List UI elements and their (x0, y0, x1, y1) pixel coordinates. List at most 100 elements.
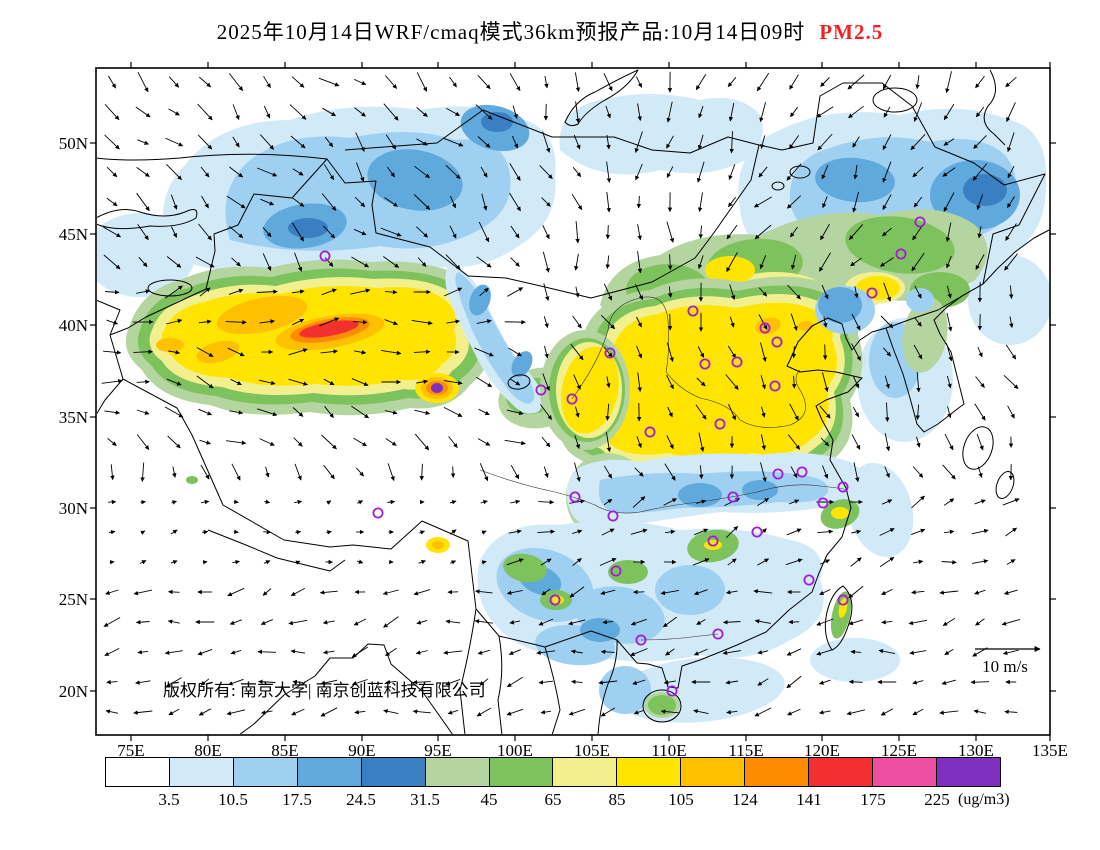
wind-arrow (538, 499, 555, 505)
wind-arrow (694, 528, 709, 536)
wind-arrow (600, 707, 616, 717)
wind-arrow (417, 257, 427, 267)
wind-arrow (319, 590, 338, 595)
pm25-field-shape (963, 174, 1007, 206)
wind-arrow (574, 462, 581, 482)
pm25-field-shape (608, 560, 648, 584)
colorbar-cell (361, 758, 426, 786)
wind-arrow (575, 221, 580, 244)
wind-arrow (913, 102, 923, 122)
pm25-field-shape (503, 553, 547, 583)
wind-arrow (853, 462, 860, 483)
wind-arrow (200, 464, 210, 480)
wind-arrow (323, 378, 335, 386)
wind-arrow (200, 678, 210, 686)
wind-arrow (232, 104, 240, 121)
lat-label: 25N (59, 590, 88, 609)
wind-arrow (816, 106, 834, 118)
wind-arrow (821, 164, 829, 180)
wind-arrow (416, 619, 428, 625)
wind-arrow (443, 650, 463, 655)
wind-arrow (758, 314, 768, 330)
wind-arrow (817, 529, 834, 534)
city-marker (866, 287, 878, 299)
lon-label: 90E (348, 741, 375, 760)
wind-arrow (575, 286, 580, 298)
wind-arrow (878, 648, 896, 655)
wind-arrow (136, 409, 150, 415)
wind-arrow (262, 588, 272, 596)
wind-arrow (697, 346, 705, 358)
wind-arrow (1001, 618, 1021, 626)
city-markers (319, 216, 926, 697)
wind-arrow (384, 197, 398, 207)
wind-arrow (945, 342, 953, 362)
wind-arrow (729, 131, 734, 154)
wind-arrow (385, 289, 398, 295)
wind-arrow (911, 528, 926, 536)
wind-arrow (321, 434, 337, 450)
wind-arrow (572, 167, 582, 178)
wind-arrow (975, 376, 985, 388)
wind-arrow (263, 560, 271, 565)
pm25-field-shape (580, 618, 620, 642)
geo-lines-shape (640, 633, 719, 641)
geo-lines-shape (97, 378, 124, 415)
wind-arrow (912, 708, 924, 716)
wind-arrow (449, 76, 457, 88)
wind-arrow (879, 528, 895, 536)
city-marker (712, 628, 724, 640)
wind-arrow (229, 410, 244, 415)
city-marker (707, 535, 719, 547)
colorbar-cell (425, 758, 490, 786)
wind-arrow (1003, 374, 1019, 390)
wind-arrow (353, 618, 367, 626)
wind-arrow (164, 406, 184, 418)
wind-arrow (226, 440, 247, 446)
wind-arrow (294, 463, 302, 481)
wind-arrow (1002, 649, 1019, 656)
wind-arrow (324, 406, 334, 419)
wind-arrow (352, 319, 368, 325)
wind-arrow (542, 373, 550, 392)
wind-arrow (354, 107, 366, 117)
wind-arrow (664, 463, 676, 481)
wind-arrow (600, 589, 616, 596)
wind-arrow (786, 195, 802, 209)
wind-arrow (942, 618, 956, 626)
wind-arrow (107, 438, 117, 446)
wind-arrow (603, 465, 613, 479)
city-marker (817, 497, 829, 509)
wind-arrow (848, 619, 864, 626)
wind-arrow (944, 433, 954, 451)
wind-arrow (133, 589, 153, 596)
wind-arrow (228, 73, 244, 91)
wind-arrow (326, 500, 332, 505)
wind-arrow (450, 195, 456, 209)
wind-arrow (880, 257, 894, 267)
wind-arrow (602, 619, 614, 625)
city-marker (569, 491, 581, 503)
wind-arrow (509, 163, 521, 181)
wind-arrow (975, 618, 985, 626)
pm25-field-shape (810, 638, 900, 682)
wind-arrow (725, 525, 739, 539)
wind-arrow (258, 379, 276, 386)
wind-arrow (758, 287, 768, 297)
wind-arrow (136, 379, 150, 385)
wind-arrow (166, 163, 182, 181)
wind-arrow (635, 76, 643, 88)
wind-arrow (944, 529, 955, 535)
wind-arrow (481, 193, 488, 211)
lon-label: 95E (424, 741, 451, 760)
wind-arrow (854, 286, 859, 299)
wind-arrow (320, 349, 338, 354)
wind-arrow (450, 560, 457, 565)
wind-arrow (200, 166, 210, 178)
wind-arrow (914, 285, 922, 299)
wind-arrow (542, 131, 551, 153)
wind-arrow (697, 255, 704, 270)
wind-arrow (753, 589, 773, 594)
wind-arrow (943, 498, 955, 506)
wind-arrow (660, 589, 680, 596)
